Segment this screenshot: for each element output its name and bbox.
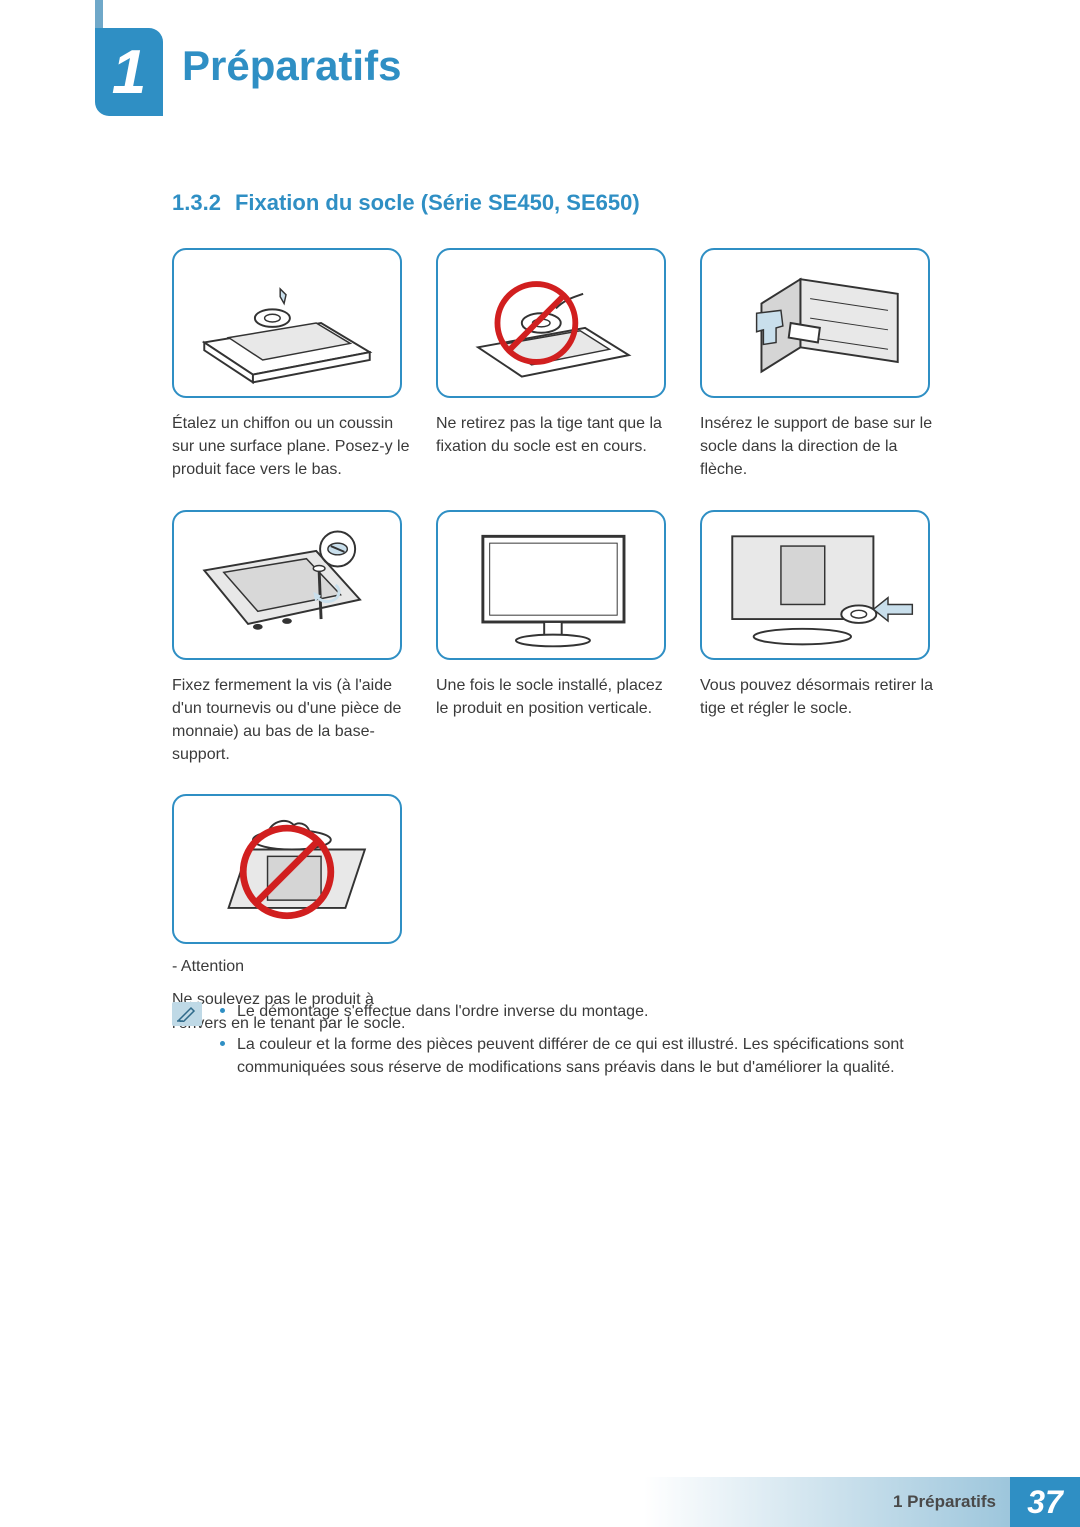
footer-label: 1 Préparatifs: [95, 1477, 1010, 1527]
top-accent-band: [95, 0, 103, 28]
figure-5: [436, 510, 666, 660]
section-number: 1.3.2: [172, 190, 221, 215]
step-2-caption: Ne retirez pas la tige tant que la fixat…: [436, 412, 676, 458]
attention-label: - Attention: [172, 958, 412, 976]
step-5: Une fois le socle installé, placez le pr…: [436, 510, 676, 767]
step-row-3: - Attention Ne soulevez pas le produit à…: [172, 794, 942, 1034]
step-6-caption: Vous pouvez désormais retirer la tige et…: [700, 674, 940, 720]
chapter-title: Préparatifs: [182, 42, 401, 90]
figure-2: [436, 248, 666, 398]
step-1: Étalez un chiffon ou un coussin sur une …: [172, 248, 412, 482]
figure-3: [700, 248, 930, 398]
figure-6: [700, 510, 930, 660]
figure-4: [172, 510, 402, 660]
content-area: Étalez un chiffon ou un coussin sur une …: [172, 248, 942, 1063]
notes-block: Le démontage s'effectue dans l'ordre inv…: [172, 1000, 942, 1090]
step-5-caption: Une fois le socle installé, placez le pr…: [436, 674, 676, 720]
step-3-caption: Insérez le support de base sur le socle …: [700, 412, 940, 482]
figure-1: [172, 248, 402, 398]
step-6: Vous pouvez désormais retirer la tige et…: [700, 510, 940, 767]
step-4-caption: Fixez fermement la vis (à l'aide d'un to…: [172, 674, 412, 767]
note-icon: [172, 1002, 202, 1026]
step-3: Insérez le support de base sur le socle …: [700, 248, 940, 482]
figure-7: [172, 794, 402, 944]
section-title: Fixation du socle (Série SE450, SE650): [235, 190, 640, 215]
section-heading: 1.3.2 Fixation du socle (Série SE450, SE6…: [172, 190, 640, 216]
note-item-2: La couleur et la forme des pièces peuven…: [220, 1033, 942, 1079]
chapter-badge: 1: [95, 28, 163, 116]
step-4: Fixez fermement la vis (à l'aide d'un to…: [172, 510, 412, 767]
bullet-icon: [220, 1041, 225, 1046]
step-2: Ne retirez pas la tige tant que la fixat…: [436, 248, 676, 482]
bullet-icon: [220, 1008, 225, 1013]
step-row-2: Fixez fermement la vis (à l'aide d'un to…: [172, 510, 942, 767]
step-1-caption: Étalez un chiffon ou un coussin sur une …: [172, 412, 412, 482]
page-number: 37: [1010, 1477, 1080, 1527]
chapter-number: 1: [112, 37, 146, 108]
notes-list: Le démontage s'effectue dans l'ordre inv…: [220, 1000, 942, 1090]
page-footer: 1 Préparatifs 37: [95, 1477, 1080, 1527]
step-row-1: Étalez un chiffon ou un coussin sur une …: [172, 248, 942, 482]
step-7: - Attention Ne soulevez pas le produit à…: [172, 794, 412, 1034]
note-text-1: Le démontage s'effectue dans l'ordre inv…: [237, 1000, 648, 1023]
note-item-1: Le démontage s'effectue dans l'ordre inv…: [220, 1000, 942, 1023]
note-text-2: La couleur et la forme des pièces peuven…: [237, 1033, 942, 1079]
